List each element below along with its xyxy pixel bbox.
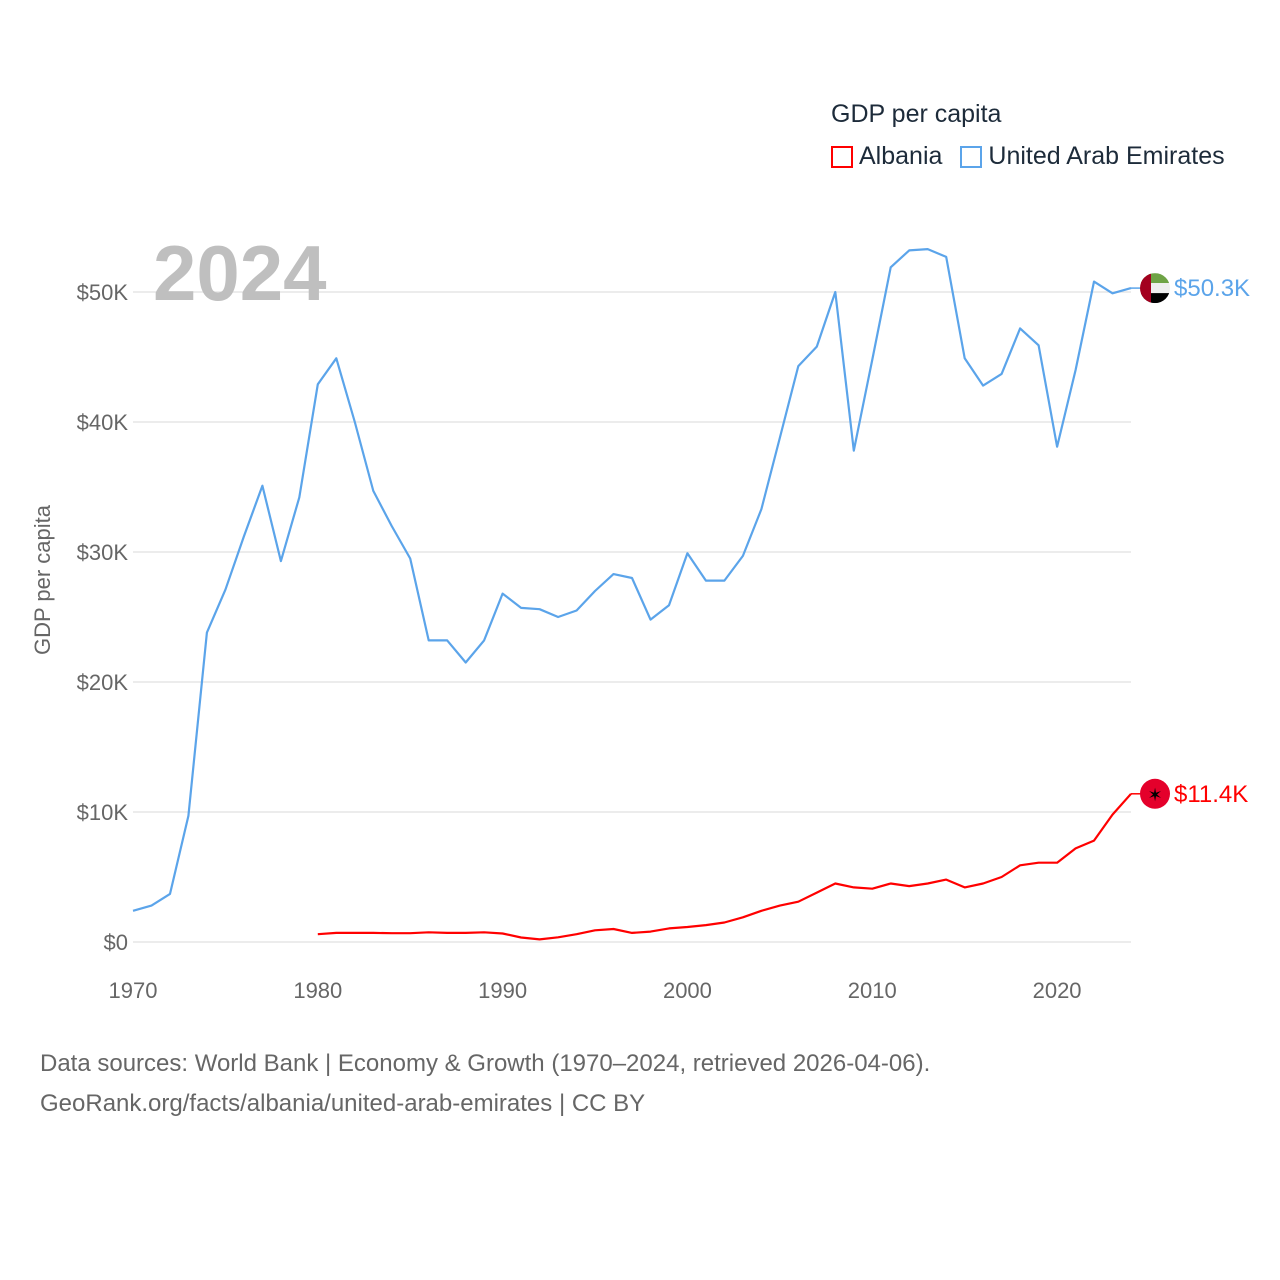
end-value-label: $50.3K: [1174, 275, 1250, 302]
legend-item-uae[interactable]: United Arab Emirates: [960, 142, 1225, 171]
source-line-2[interactable]: GeoRank.org/facts/albania/united-arab-em…: [40, 1090, 646, 1117]
legend: Albania United Arab Emirates: [831, 142, 1225, 171]
flag-black: [1140, 293, 1170, 304]
flag-red: [1140, 778, 1170, 809]
y-tick-label: $20K: [77, 670, 129, 695]
series-line-united-arab-emirates: [132, 248, 1132, 912]
x-tick-label: 2000: [663, 978, 712, 1003]
y-tick-label: $40K: [77, 410, 129, 435]
uae-flag-icon: [1140, 273, 1170, 304]
y-axis-label: GDP per capita: [30, 504, 55, 655]
y-tick-label: $0: [104, 930, 128, 955]
flag-white: [1140, 283, 1170, 294]
flag-green: [1140, 273, 1170, 284]
y-tick-label: $50K: [77, 280, 129, 305]
y-tick-label: $30K: [77, 540, 129, 565]
legend-swatch-albania: [831, 145, 853, 168]
albania-flag-icon: ✶: [1140, 778, 1170, 809]
legend-title: GDP per capita: [831, 100, 1002, 128]
series-line-albania: [317, 793, 1132, 941]
year-label: 2024: [153, 229, 327, 317]
legend-swatch-uae: [960, 145, 983, 168]
y-tick-label: $10K: [77, 800, 129, 825]
source-line-1: Data sources: World Bank | Economy & Gro…: [40, 1050, 931, 1077]
flag-red: [1140, 273, 1151, 304]
x-tick-label: 2010: [848, 978, 897, 1003]
eagle-glyph: ✶: [1147, 785, 1162, 805]
flag-body: [1140, 273, 1170, 304]
source-note: Data sources: World Bank | Economy & Gro…: [40, 1044, 930, 1124]
legend-label: United Arab Emirates: [988, 142, 1225, 170]
x-tick-label: 1980: [293, 978, 342, 1003]
legend-item-albania[interactable]: Albania: [831, 142, 942, 171]
x-tick-label: 1990: [478, 978, 527, 1003]
x-tick-label: 2020: [1033, 978, 1082, 1003]
x-tick-label: 1970: [109, 978, 158, 1003]
legend-label: Albania: [859, 142, 943, 170]
end-value-label: $11.4K: [1174, 781, 1248, 808]
